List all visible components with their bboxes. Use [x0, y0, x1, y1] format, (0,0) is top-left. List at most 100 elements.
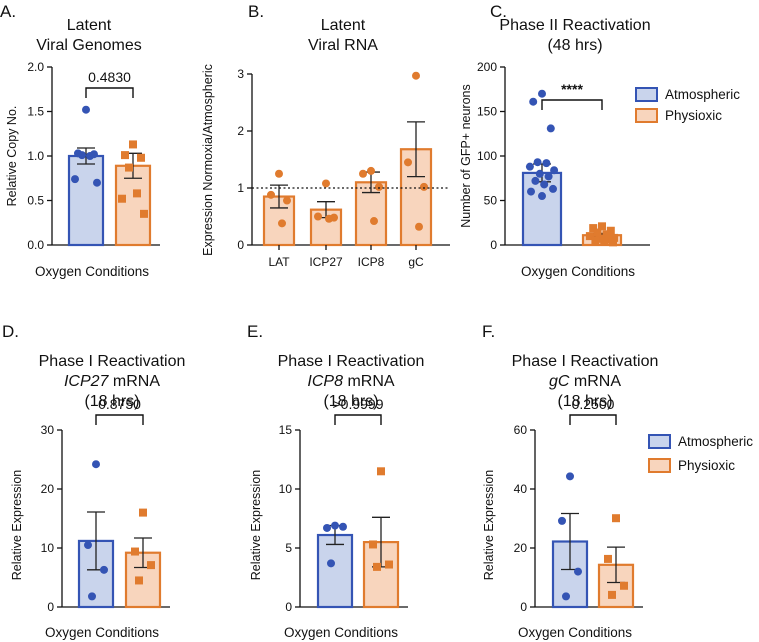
panel-d-atmospheric-point-3: [88, 592, 96, 601]
panel-b-ytick-label-3: 3: [237, 67, 244, 81]
panel-d-atmospheric-point-0: [92, 460, 100, 469]
panel-e-ytick-label-1: 5: [285, 541, 292, 555]
panel-c-physioxic-point-6: [610, 233, 619, 242]
panel-e-title-line-3: (18 hrs): [323, 393, 378, 410]
panel-c-atmospheric-point-8: [544, 172, 553, 181]
panel-a: A. Latent Viral Genomes Relative Copy No…: [0, 2, 160, 279]
panel-a-atmospheric-point-6: [93, 178, 101, 187]
panel-c-atmospheric-point-13: [538, 192, 546, 201]
panel-e-atmospheric-point-2: [339, 522, 347, 531]
panel-f-title-line-3: (18 hrs): [557, 393, 612, 410]
legend-top: Atmospheric Physioxic: [635, 87, 740, 123]
panel-c-physioxic-point-5: [585, 232, 594, 241]
panel-b-category-label-gc: gC: [408, 255, 424, 269]
panel-c-atmospheric-point-5: [525, 162, 534, 171]
panel-c-physioxic-point-8: [604, 235, 613, 244]
panel-e-ytick-label-3: 15: [279, 423, 293, 437]
panel-c-atmospheric-point-0: [538, 89, 546, 98]
panel-d-xlabel: Oxygen Conditions: [45, 625, 159, 640]
panel-d-atmospheric-point-2: [100, 565, 108, 574]
panel-d-ytick-label-3: 30: [41, 423, 55, 437]
panel-d-ytick-label-2: 20: [41, 482, 55, 496]
panel-e-physioxic-point-2: [385, 560, 393, 569]
panel-b-gc-point-0: [412, 71, 420, 80]
panel-e-atmospheric-point-1: [323, 523, 331, 532]
panel-a-physioxic-point-6: [140, 209, 148, 218]
panel-f-physioxic-point-0: [612, 514, 620, 523]
panel-a-physioxic-point-4: [133, 189, 141, 198]
panel-b-title-line-2: Viral RNA: [308, 37, 378, 54]
legend-bottom-physioxic-label: Physioxic: [678, 458, 735, 473]
panel-c-comparison-bracket: [541, 99, 603, 110]
panel-c-physioxic-point-11: [609, 238, 617, 247]
panel-f-title-gene: gC: [549, 373, 570, 390]
panel-e-comparison-bracket: [334, 414, 382, 425]
panel-c-atmospheric-point-11: [549, 184, 557, 193]
panel-f-atmospheric-point-0: [566, 472, 574, 481]
panel-d-marks: 0 10 20 30 0.8750: [41, 396, 170, 614]
panel-a-physioxic-point-0: [129, 140, 137, 149]
panel-e-ylabel: Relative Expression: [249, 470, 263, 581]
panel-f-ytick-label-1: 20: [514, 541, 528, 555]
panel-d-comparison-bracket: [95, 414, 144, 425]
panel-d-ytick-label-0: 0: [47, 600, 54, 614]
panel-b-ytick-label-1: 1: [237, 181, 244, 195]
panel-f-physioxic-point-1: [604, 554, 612, 563]
panel-c-physioxic-point-0: [598, 222, 606, 231]
panel-c-xlabel: Oxygen Conditions: [521, 264, 635, 279]
panel-f-xlabel: Oxygen Conditions: [518, 625, 632, 640]
panel-c-marks: 0 50 100 150 200 ****: [477, 60, 650, 252]
panel-e-bar-atmospheric: [316, 533, 354, 609]
panel-a-physioxic-point-2: [137, 153, 145, 162]
panel-d-physioxic-point-1: [131, 547, 139, 556]
panel-b-gc-point-3: [415, 222, 423, 231]
panel-f-title-line-2: gC mRNA: [549, 373, 621, 390]
panel-d-physioxic-point-3: [135, 576, 143, 585]
panel-b-icp27-point-1: [314, 212, 322, 221]
panel-d-title-line-3: (18 hrs): [84, 393, 139, 410]
panel-d-label: D.: [2, 322, 19, 341]
panel-a-title-line-2: Viral Genomes: [36, 37, 142, 54]
panel-b-category-label-lat: LAT: [268, 255, 290, 269]
panel-e-physioxic-point-3: [373, 562, 381, 571]
panel-c-ylabel: Number of GFP+ neurons: [459, 84, 473, 227]
panel-b-ytick-label-2: 2: [237, 124, 244, 138]
panel-c-physioxic-point-10: [600, 237, 609, 246]
panel-c-atmospheric-point-1: [529, 97, 538, 106]
panel-c-atmospheric-point-6: [550, 166, 559, 175]
panel-c-physioxic-point-1: [589, 224, 598, 233]
panel-e-physioxic-point-1: [369, 540, 377, 549]
panel-e-title-gene: ICP8: [307, 373, 343, 390]
panel-a-label: A.: [0, 2, 16, 21]
panel-e-atmospheric-point-3: [327, 559, 335, 568]
panel-b-ytick-label-0: 0: [237, 238, 244, 252]
panel-f-atmospheric-point-2: [574, 567, 582, 576]
legend-top-physioxic-label: Physioxic: [665, 108, 722, 123]
panel-c-atmospheric-point-10: [540, 180, 549, 189]
panel-d-physioxic-point-2: [147, 561, 155, 570]
panel-e-title-line-1: Phase I Reactivation: [278, 353, 425, 370]
panel-c-physioxic-point-3: [593, 228, 602, 237]
panel-f-ytick-label-3: 60: [514, 423, 528, 437]
panel-c-atmospheric-point-3: [533, 158, 542, 167]
panel-a-atmospheric-point-3: [78, 151, 86, 160]
panel-d-title-gene: ICP27: [64, 373, 110, 390]
legend-bottom-atmospheric-swatch: [648, 434, 671, 449]
panel-c-ytick-label-3: 150: [477, 105, 497, 119]
panel-d-title-line-2: ICP27 mRNA: [64, 373, 160, 390]
panel-b-icp8-point-0: [367, 166, 375, 175]
legend-bottom-physioxic-swatch: [648, 458, 671, 473]
panel-a-bar-physioxic: [114, 164, 152, 247]
panel-b-gc-point-2: [420, 182, 428, 191]
panel-c-title-line-2: (48 hrs): [547, 37, 602, 54]
panel-a-physioxic-point-1: [121, 151, 129, 160]
panel-a-physioxic-point-3: [125, 163, 133, 172]
panel-c-ytick-label-2: 100: [477, 149, 497, 163]
panel-e-physioxic-point-0: [377, 467, 385, 476]
panel-f-atmospheric-point-1: [558, 516, 566, 525]
legend-bottom-atmospheric-label: Atmospheric: [678, 434, 753, 449]
panel-c-comparison-label: ****: [561, 81, 583, 97]
panel-e: E. Phase I Reactivation ICP8 mRNA (18 hr…: [247, 322, 424, 640]
panel-f-atmospheric-point-3: [562, 592, 570, 601]
panel-a-comparison-bracket: [85, 87, 134, 98]
